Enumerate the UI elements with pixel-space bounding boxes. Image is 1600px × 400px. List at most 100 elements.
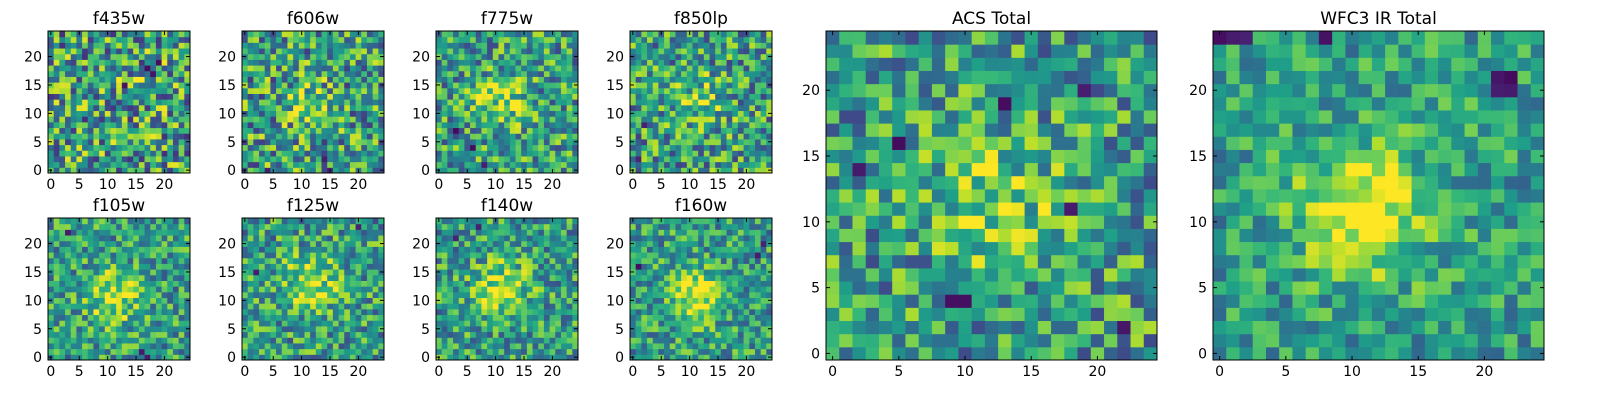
heatmap-cell	[178, 331, 185, 338]
heatmap-cell	[652, 342, 659, 350]
heatmap-cell	[82, 76, 89, 83]
heatmap-cell	[532, 76, 539, 83]
heatmap-cell	[315, 161, 323, 168]
heatmap-cell	[110, 320, 117, 327]
heatmap-cell	[59, 104, 66, 112]
heatmap-cell	[82, 59, 89, 66]
heatmap-cell	[526, 274, 534, 281]
heatmap-cell	[276, 133, 283, 140]
heatmap-cell	[566, 59, 573, 66]
heatmap-cell	[344, 286, 351, 293]
heatmap-cell	[372, 116, 379, 123]
heatmap-cell	[104, 138, 111, 146]
heatmap-cell	[172, 31, 180, 38]
heatmap-cell	[703, 82, 711, 89]
heatmap-cell	[167, 280, 174, 287]
heatmap-cell	[82, 150, 89, 157]
heatmap-cell	[681, 104, 688, 112]
heatmap-cell	[475, 70, 482, 77]
heatmap-cell	[70, 280, 77, 287]
heatmap-cell	[327, 121, 334, 129]
heatmap-cell	[436, 133, 443, 140]
heatmap-cell	[555, 53, 562, 60]
heatmap-cell	[686, 308, 693, 316]
heatmap-cell	[732, 127, 739, 134]
heatmap-cell	[526, 291, 534, 299]
heatmap-cell	[532, 167, 539, 174]
heatmap-cell	[133, 269, 140, 276]
heatmap-cell	[720, 354, 728, 361]
heatmap-cell	[464, 280, 471, 287]
heatmap-cell	[481, 342, 488, 350]
heatmap-cell	[310, 274, 317, 281]
heatmap-cell	[144, 161, 151, 168]
heatmap-cell	[104, 87, 111, 94]
heatmap-cell	[355, 229, 362, 236]
heatmap-cell	[167, 240, 174, 247]
heatmap-cell	[133, 144, 140, 151]
heatmap-cell	[138, 127, 146, 134]
heatmap-cell	[48, 286, 55, 293]
heatmap-cell	[709, 53, 716, 60]
heatmap-cell	[310, 150, 317, 157]
heatmap-cell	[127, 286, 134, 293]
heatmap-cell	[104, 223, 111, 230]
heatmap-cell	[167, 138, 174, 146]
heatmap-cell	[315, 104, 323, 112]
heatmap-cell	[487, 65, 494, 72]
heatmap-cell	[138, 240, 146, 247]
heatmap-cell	[481, 320, 488, 327]
panel-title: f125w	[287, 196, 339, 216]
heatmap-cell	[737, 31, 745, 38]
heatmap-cell	[178, 82, 185, 89]
heatmap-cell	[167, 144, 174, 151]
heatmap-cell	[566, 297, 573, 304]
heatmap-cell	[555, 144, 562, 151]
heatmap-cell	[138, 235, 146, 242]
y-tick-label: 10	[24, 293, 42, 309]
heatmap-cell	[720, 348, 728, 355]
heatmap-cell	[760, 320, 767, 327]
heatmap-cell	[630, 308, 637, 316]
heatmap-cell	[172, 325, 180, 333]
heatmap-cell	[464, 138, 471, 146]
heatmap-cell	[110, 53, 117, 60]
heatmap-cell	[321, 308, 328, 316]
heatmap-cell	[242, 161, 249, 168]
heatmap-cell	[344, 263, 351, 270]
heatmap-cell	[647, 348, 654, 355]
heatmap-cell	[327, 246, 334, 253]
heatmap-cell	[378, 42, 385, 49]
heatmap-cell	[549, 65, 556, 72]
heatmap-cell	[332, 48, 340, 55]
heatmap-cell	[161, 303, 168, 310]
heatmap-cell	[475, 331, 482, 338]
heatmap-cell	[532, 354, 539, 361]
heatmap-cell	[543, 116, 551, 123]
heatmap-cell	[293, 291, 300, 299]
heatmap-cell	[247, 48, 254, 55]
heatmap-cell	[344, 314, 351, 321]
heatmap-cell	[372, 280, 379, 287]
heatmap-cell	[355, 286, 362, 293]
heatmap-cell	[453, 116, 460, 123]
heatmap-cell	[481, 104, 488, 112]
heatmap-cell	[538, 121, 545, 129]
heatmap-cell	[681, 161, 688, 168]
heatmap-cell	[133, 240, 140, 247]
heatmap-cell	[82, 235, 89, 242]
heatmap-cell	[150, 269, 157, 276]
heatmap-cell	[749, 138, 756, 146]
y-tick-label: 20	[412, 50, 430, 66]
heatmap-cell	[59, 48, 66, 55]
heatmap-cell	[116, 252, 123, 259]
heatmap-cell	[515, 348, 522, 355]
heatmap-cell	[458, 252, 465, 259]
heatmap-cell	[504, 314, 511, 321]
heatmap-cell	[366, 246, 374, 253]
heatmap-cell	[116, 337, 123, 344]
heatmap-cell	[538, 297, 545, 304]
heatmap-cell	[760, 116, 767, 123]
heatmap-cell	[453, 167, 460, 174]
heatmap-cell	[504, 65, 511, 72]
